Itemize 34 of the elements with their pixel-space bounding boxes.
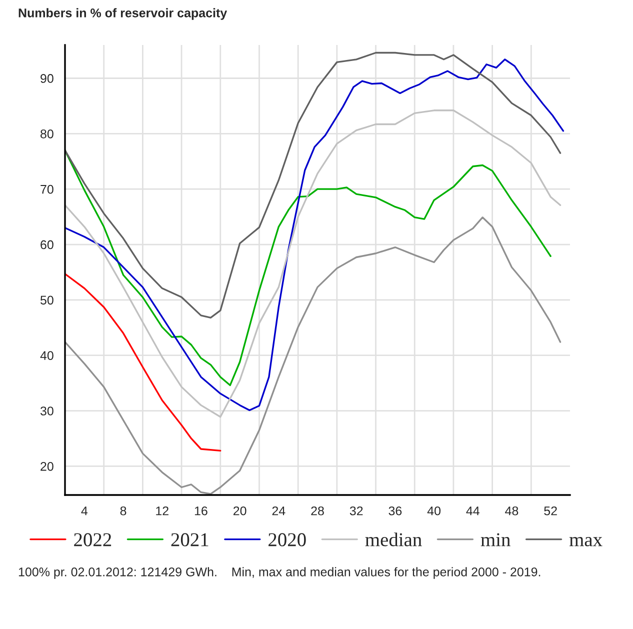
legend-label: min (480, 533, 510, 546)
legend-label: max (569, 536, 602, 546)
x-tick-label: 44 (466, 506, 480, 516)
line-series (65, 110, 562, 418)
legend-label: 2022 (74, 533, 112, 546)
text: 100% pr. 02.01.2012: 121429 GWh. Min, max and median values for the period 2000 - 2019. (18, 567, 540, 579)
x-tick-label: 12 (156, 506, 168, 516)
line-series (65, 216, 562, 495)
legend-label: median (365, 532, 422, 546)
y-tick-label: 70 (40, 184, 54, 194)
x-tick-label: 32 (350, 506, 363, 516)
legend-label: 2021 (171, 533, 208, 546)
x-tick-label: 28 (311, 506, 324, 516)
y-tick-label: 80 (40, 129, 54, 138)
x-tick-label: 52 (544, 506, 557, 516)
line-series (65, 52, 562, 318)
y-tick-label: 60 (40, 240, 54, 250)
y-tick-label: 90 (40, 74, 54, 83)
y-tick-label: 20 (40, 462, 54, 471)
x-tick-label: 40 (427, 506, 440, 516)
x-tick-label: 36 (388, 506, 402, 516)
y-tick-label: 30 (40, 406, 54, 416)
y-tick-label: 40 (40, 351, 54, 360)
x-tick-label: 16 (194, 506, 208, 516)
line-series (65, 58, 564, 412)
x-tick-label: 8 (120, 506, 126, 516)
legend-label: 2020 (268, 533, 306, 546)
chart-title: Numbers in % of reservoir capacity (18, 8, 228, 20)
x-tick-label: 48 (505, 506, 518, 516)
x-tick-label: 20 (233, 506, 246, 516)
line-series (65, 273, 222, 452)
x-tick-label: 24 (272, 506, 286, 516)
x-tick-label: 4 (81, 506, 88, 516)
y-tick-label: 50 (40, 296, 54, 305)
